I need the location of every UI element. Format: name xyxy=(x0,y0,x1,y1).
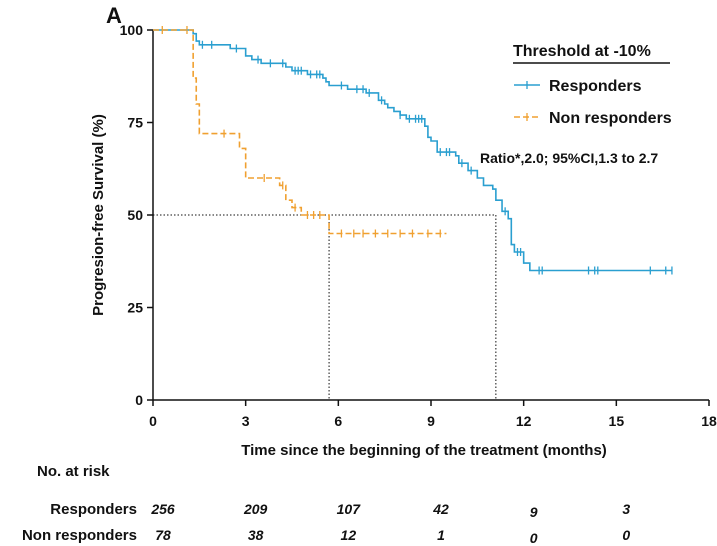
at-risk-table: No. at risk Responders Non responders 25… xyxy=(22,463,630,546)
at-risk-title: No. at risk xyxy=(37,463,110,480)
y-axis-label: Progresion-free Survival (%) xyxy=(90,114,107,316)
panel-label: A xyxy=(106,3,122,28)
at-risk-value: 0 xyxy=(622,527,630,543)
at-risk-value: 9 xyxy=(530,504,538,520)
at-risk-value: 1 xyxy=(437,527,445,543)
y-tick-label: 0 xyxy=(135,392,143,408)
x-axis-label: Time since the beginning of the treatmen… xyxy=(241,442,607,459)
legend-title: Threshold at -10% xyxy=(513,43,651,60)
at-risk-value: 0 xyxy=(530,530,538,546)
x-tick-label: 6 xyxy=(334,413,342,429)
legend: Threshold at -10% Responders Non respond… xyxy=(513,43,672,127)
x-tick-label: 15 xyxy=(609,413,625,429)
legend-label-non-responders: Non responders xyxy=(549,110,672,127)
at-risk-value: 42 xyxy=(432,501,449,517)
legend-label-responders: Responders xyxy=(549,78,642,95)
x-tick-label: 18 xyxy=(701,413,717,429)
x-tick-label: 9 xyxy=(427,413,435,429)
series-line-responders xyxy=(153,29,672,272)
median-reference-lines xyxy=(153,214,497,400)
at-risk-row-label-non-responders: Non responders xyxy=(22,527,137,544)
y-tick-label: 50 xyxy=(127,207,143,223)
x-tick-label: 0 xyxy=(149,413,157,429)
at-risk-value: 107 xyxy=(337,501,362,517)
y-tick-label: 100 xyxy=(120,22,144,38)
at-risk-value: 12 xyxy=(341,527,357,543)
at-risk-value: 209 xyxy=(243,501,268,517)
at-risk-value: 38 xyxy=(248,527,264,543)
at-risk-row-label-responders: Responders xyxy=(50,501,137,518)
y-tick-label: 25 xyxy=(127,300,143,316)
at-risk-value: 3 xyxy=(622,501,630,517)
at-risk-value: 78 xyxy=(155,527,171,543)
x-tick-label: 3 xyxy=(242,413,250,429)
axes: 0 25 50 75 100 0 3 6 9 12 15 18 xyxy=(120,22,717,429)
x-tick-label: 12 xyxy=(516,413,532,429)
survival-curves xyxy=(153,26,673,275)
hazard-ratio-annotation: Ratio*,2.0; 95%CI,1.3 to 2.7 xyxy=(480,150,658,166)
series-line-non-responders xyxy=(153,29,447,235)
y-tick-label: 75 xyxy=(127,115,143,131)
at-risk-value: 256 xyxy=(150,501,175,517)
